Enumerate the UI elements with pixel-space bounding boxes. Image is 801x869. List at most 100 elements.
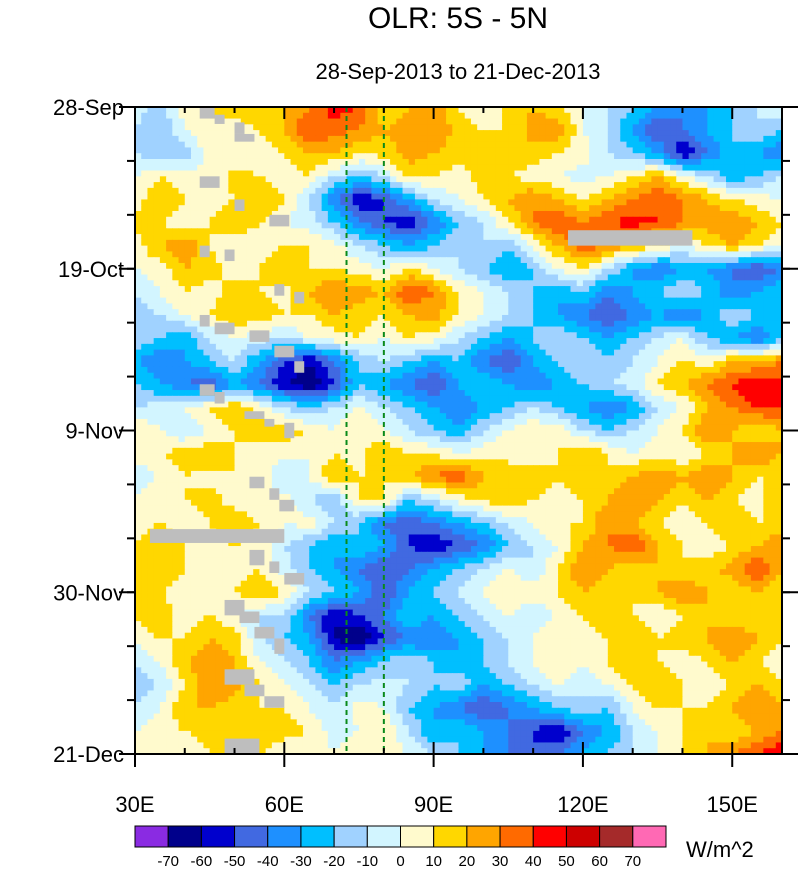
heatmap-cell — [670, 205, 677, 212]
heatmap-cell — [234, 291, 242, 299]
heatmap-cell — [334, 291, 341, 299]
heatmap-cell — [383, 158, 391, 166]
heatmap-cell — [159, 234, 167, 241]
heatmap-cell — [508, 268, 516, 276]
heatmap-cell — [278, 153, 285, 160]
heatmap-cell — [433, 268, 441, 276]
heatmap-cell — [757, 372, 764, 380]
heatmap-cell — [315, 349, 323, 357]
heatmap-cell — [383, 262, 391, 270]
heatmap-cell — [153, 124, 161, 131]
heatmap-cell — [726, 176, 733, 183]
heatmap-cell — [483, 309, 491, 316]
heatmap-cell — [371, 309, 379, 316]
heatmap-cell — [508, 251, 516, 258]
heatmap-cell — [390, 274, 397, 281]
heatmap-cell — [657, 366, 665, 374]
heatmap-cell — [278, 326, 285, 333]
heatmap-cell — [178, 343, 186, 351]
heatmap-cell — [514, 314, 522, 322]
heatmap-cell — [197, 372, 205, 380]
heatmap-cell — [744, 309, 752, 316]
heatmap-cell — [346, 349, 354, 357]
heatmap-cell — [477, 378, 484, 385]
heatmap-cell — [607, 309, 615, 316]
heatmap-cell — [215, 378, 223, 385]
heatmap-cell — [446, 135, 453, 143]
heatmap-cell — [769, 303, 777, 310]
heatmap-cell — [694, 187, 702, 195]
heatmap-cell — [296, 245, 304, 253]
heatmap-cell — [278, 118, 285, 125]
heatmap-cell — [141, 182, 149, 189]
heatmap-cell — [732, 291, 740, 299]
heatmap-cell — [750, 286, 758, 293]
heatmap-cell — [701, 147, 708, 154]
heatmap-cell — [508, 280, 516, 287]
heatmap-cell — [688, 205, 696, 212]
heatmap-cell — [489, 158, 497, 166]
heatmap-cell — [290, 153, 298, 160]
heatmap-cell — [203, 228, 211, 235]
heatmap-cell — [458, 153, 466, 160]
heatmap-cell — [215, 372, 223, 380]
heatmap-cell — [396, 297, 404, 305]
heatmap-cell — [701, 187, 708, 195]
heatmap-cell — [707, 112, 715, 120]
heatmap-cell — [327, 158, 335, 166]
heatmap-cell — [184, 164, 192, 172]
heatmap-cell — [190, 147, 198, 154]
heatmap-cell — [576, 124, 584, 131]
heatmap-cell — [508, 216, 516, 224]
heatmap-cell — [215, 130, 223, 137]
heatmap-cell — [215, 158, 223, 166]
heatmap-cell — [750, 118, 758, 125]
heatmap-cell — [607, 286, 615, 293]
heatmap-cell — [614, 366, 621, 374]
heatmap-cell — [614, 118, 621, 125]
heatmap-cell — [234, 170, 242, 177]
heatmap-cell — [234, 349, 242, 357]
heatmap-cell — [215, 280, 223, 287]
heatmap-cell — [495, 245, 503, 253]
heatmap-cell — [190, 182, 198, 189]
heatmap-cell — [265, 193, 273, 201]
heatmap-cell — [694, 262, 702, 270]
heatmap-cell — [396, 378, 404, 385]
heatmap-cell — [228, 222, 236, 229]
heatmap-cell — [713, 147, 721, 154]
heatmap-cell — [203, 164, 211, 172]
heatmap-cell — [464, 361, 472, 368]
heatmap-cell — [726, 378, 733, 385]
heatmap-cell — [551, 262, 559, 270]
heatmap-cell — [464, 228, 472, 235]
heatmap-cell — [234, 378, 242, 385]
heatmap-cell — [222, 210, 229, 218]
heatmap-cell — [147, 355, 155, 362]
heatmap-cell — [414, 326, 422, 333]
heatmap-cell — [309, 176, 317, 183]
heatmap-cell — [172, 141, 180, 149]
heatmap-cell — [302, 118, 310, 125]
heatmap-cell — [477, 234, 484, 241]
heatmap-cell — [713, 309, 721, 316]
heatmap-cell — [147, 228, 155, 235]
heatmap-cell — [209, 222, 217, 229]
heatmap-cell — [607, 135, 615, 143]
heatmap-cell — [327, 332, 335, 339]
heatmap-cell — [390, 124, 397, 131]
heatmap-cell — [775, 176, 782, 183]
heatmap-cell — [483, 361, 491, 368]
heatmap-cell — [738, 314, 746, 322]
heatmap-cell — [533, 158, 540, 166]
heatmap-cell — [750, 170, 758, 177]
heatmap-cell — [495, 251, 503, 258]
heatmap-cell — [302, 274, 310, 281]
heatmap-cell — [390, 268, 397, 276]
heatmap-cell — [670, 361, 677, 368]
heatmap-cell — [427, 210, 435, 218]
heatmap-cell — [750, 320, 758, 328]
heatmap-cell — [713, 320, 721, 328]
heatmap-cell — [551, 274, 559, 281]
heatmap-cell — [352, 141, 360, 149]
